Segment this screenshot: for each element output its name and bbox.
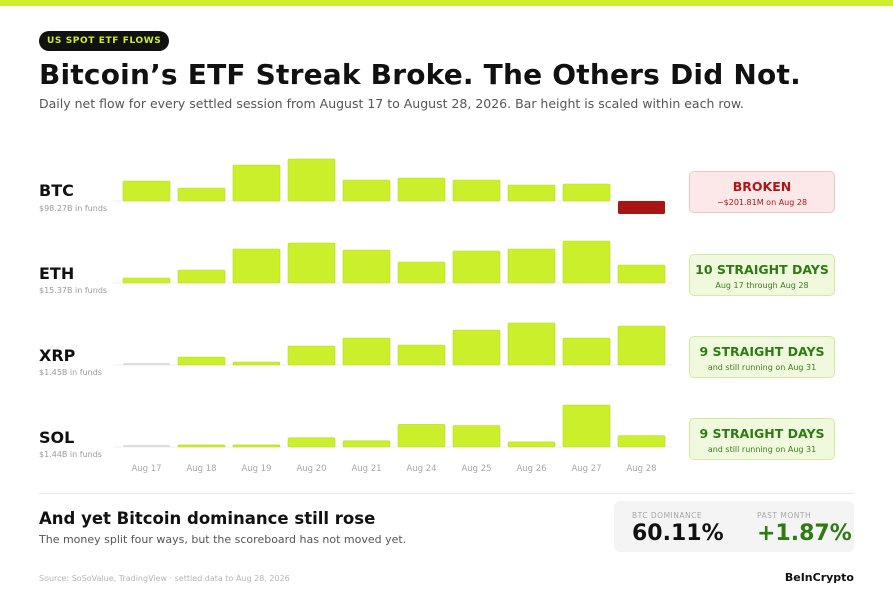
- etf-flow-chart: Aug 17 Aug 18 Aug 19 Aug 20 Aug 21 Aug 24 Aug …: [113, 158, 672, 474]
- bar-xrp-aug-24: [397, 344, 446, 366]
- past-month-value: +1.87%: [757, 521, 852, 546]
- x-tick-label: Aug 20: [296, 464, 326, 474]
- page-subtitle: Daily net flow for every settled session…: [39, 96, 744, 111]
- bar-sol-aug-19: [232, 444, 281, 448]
- bar-xrp-aug-20: [287, 345, 336, 366]
- bar-eth-aug-21: [342, 249, 391, 284]
- bar-eth-aug-19: [232, 248, 281, 284]
- bar-btc-aug-18: [177, 187, 226, 202]
- bar-eth-aug-20: [287, 242, 336, 284]
- bar-eth-aug-25: [452, 250, 501, 284]
- bar-eth-aug-28: [617, 264, 666, 284]
- status-main-xrp: 9 STRAIGHT DAYS: [699, 344, 825, 359]
- row-funds-btc: $98.27B in funds: [39, 204, 108, 213]
- bar-xrp-aug-18: [177, 356, 226, 366]
- row-ticker-xrp: XRP: [39, 346, 76, 365]
- bar-btc-aug-20: [287, 158, 336, 202]
- bar-eth-aug-17: [122, 277, 171, 284]
- row-funds-xrp: $1.45B in funds: [39, 368, 102, 377]
- eyebrow-pill: US SPOT ETF FLOWS: [39, 31, 170, 51]
- x-tick-label: Aug 27: [571, 464, 601, 474]
- bar-xrp-aug-19: [232, 361, 281, 366]
- bar-btc-aug-24: [397, 177, 446, 202]
- bar-sol-aug-18: [177, 444, 226, 448]
- status-main-btc: BROKEN: [732, 179, 792, 194]
- status-main-eth: 10 STRAIGHT DAYS: [695, 262, 829, 277]
- bar-sol-aug-25: [452, 425, 501, 448]
- x-tick-label: Aug 24: [406, 464, 436, 474]
- x-tick-label: Aug 28: [626, 464, 656, 474]
- bar-sol-aug-20: [287, 437, 336, 448]
- page-title: Bitcoin’s ETF Streak Broke. The Others D…: [39, 58, 801, 91]
- x-tick-label: Aug 17: [131, 464, 161, 474]
- btc-dominance-value: 60.11%: [632, 521, 724, 546]
- status-sub-eth: Aug 17 through Aug 28: [715, 281, 809, 290]
- x-tick-label: Aug 26: [516, 464, 546, 474]
- source-note: Source: SoSoValue, TradingView · settled…: [39, 574, 290, 583]
- bar-sol-aug-26: [507, 441, 556, 448]
- status-sub-xrp: and still running on Aug 31: [707, 363, 817, 372]
- bar-btc-aug-26: [507, 184, 556, 202]
- row-ticker-eth: ETH: [39, 264, 75, 283]
- past-month-label: PAST MONTH: [757, 511, 812, 520]
- dominance-heading: And yet Bitcoin dominance still rose: [39, 509, 376, 528]
- x-tick-label: Aug 25: [461, 464, 491, 474]
- bar-sol-aug-17: [123, 445, 170, 447]
- row-ticker-sol: SOL: [39, 428, 75, 447]
- status-main-sol: 9 STRAIGHT DAYS: [699, 426, 825, 441]
- status-badge-btc: BROKEN −$201.81M on Aug 28: [689, 171, 835, 213]
- status-badge-sol: 9 STRAIGHT DAYS and still running on Aug…: [689, 418, 835, 460]
- bar-eth-aug-26: [507, 248, 556, 284]
- bar-xrp-aug-28: [617, 325, 666, 366]
- bar-sol-aug-24: [397, 424, 446, 448]
- bar-sol-aug-27: [562, 404, 611, 448]
- bar-btc-aug-19: [232, 164, 281, 202]
- status-sub-sol: and still running on Aug 31: [707, 445, 817, 454]
- bar-xrp-aug-21: [342, 337, 391, 366]
- row-funds-eth: $15.37B in funds: [39, 286, 108, 295]
- dominance-stats-card: BTC DOMINANCE 60.11% PAST MONTH +1.87%: [614, 501, 854, 552]
- section-divider: [39, 493, 854, 494]
- bar-btc-aug-21: [342, 179, 391, 202]
- x-tick-label: Aug 18: [186, 464, 216, 474]
- dominance-subheading: The money split four ways, but the score…: [39, 533, 407, 546]
- status-badge-eth: 10 STRAIGHT DAYS Aug 17 through Aug 28: [689, 254, 835, 296]
- row-funds-sol: $1.44B in funds: [39, 450, 102, 459]
- brand-logo: BeInCrypto: [784, 571, 854, 584]
- bar-btc-aug-17: [122, 180, 171, 202]
- x-tick-label: Aug 19: [241, 464, 271, 474]
- bar-xrp-aug-17: [123, 363, 170, 365]
- bar-xrp-aug-27: [562, 337, 611, 366]
- bar-btc-aug-28: [618, 201, 665, 214]
- status-badge-xrp: 9 STRAIGHT DAYS and still running on Aug…: [689, 336, 835, 378]
- bar-btc-aug-27: [562, 183, 611, 202]
- bar-eth-aug-18: [177, 269, 226, 284]
- bar-xrp-aug-25: [452, 329, 501, 366]
- bar-sol-aug-21: [342, 440, 391, 448]
- row-ticker-btc: BTC: [39, 181, 74, 200]
- bar-eth-aug-24: [397, 261, 446, 284]
- x-tick-label: Aug 21: [351, 464, 381, 474]
- bar-sol-aug-28: [617, 435, 666, 448]
- btc-dominance-label: BTC DOMINANCE: [632, 511, 703, 520]
- bar-xrp-aug-26: [507, 322, 556, 366]
- status-sub-btc: −$201.81M on Aug 28: [716, 198, 808, 207]
- top-accent-stripe: [0, 0, 893, 6]
- bar-btc-aug-25: [452, 179, 501, 202]
- bar-eth-aug-27: [562, 240, 611, 284]
